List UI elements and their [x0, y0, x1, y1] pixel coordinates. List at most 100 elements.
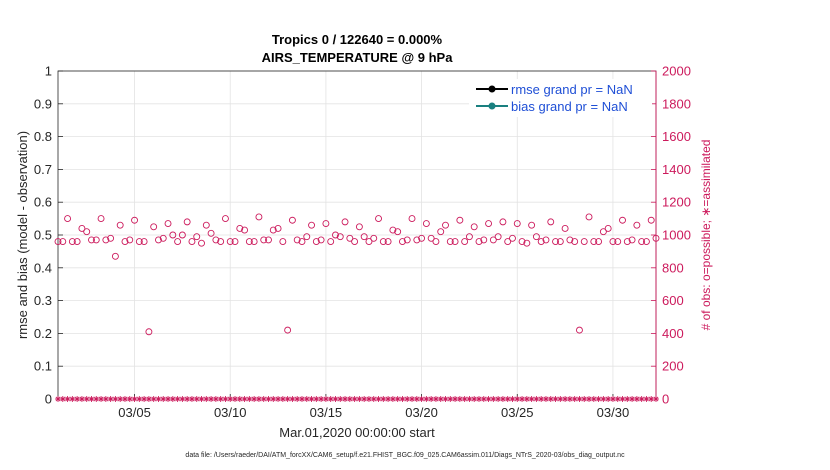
possible-obs-point — [528, 221, 536, 229]
possible-obs-point — [178, 231, 186, 239]
possible-obs-point — [427, 234, 435, 242]
asterisk-stroke — [409, 396, 415, 402]
asterisk-stroke — [620, 396, 625, 402]
possible-obs-point — [403, 236, 411, 244]
possible-obs-point — [88, 236, 95, 244]
possible-obs-point — [571, 238, 579, 246]
possible-obs-point — [638, 238, 646, 246]
possible-obs-point — [97, 215, 105, 223]
possible-obs-point — [576, 326, 583, 334]
asterisk-stroke — [318, 396, 324, 402]
left-tick-label: 0.4 — [34, 260, 52, 275]
possible-obs-point — [509, 234, 516, 242]
asterisk-stroke — [433, 396, 439, 402]
asterisk-stroke — [457, 396, 463, 402]
asterisk-stroke — [376, 396, 381, 402]
possible-obs-point — [188, 238, 196, 246]
x-tick-label: 03/05 — [118, 405, 151, 420]
possible-obs-point — [231, 238, 239, 246]
possible-obs-point — [398, 238, 406, 246]
asterisk-stroke — [371, 396, 377, 402]
possible-obs-point — [265, 236, 272, 244]
asterisk-stroke — [151, 396, 157, 402]
asterisk-stroke — [74, 396, 80, 402]
possible-obs-point — [585, 213, 593, 221]
asterisk-stroke — [423, 396, 429, 402]
asterisk-stroke — [462, 396, 468, 402]
possible-obs-point — [475, 238, 483, 246]
right-tick-label: 2000 — [662, 64, 691, 79]
asterisk-stroke — [203, 396, 209, 402]
assimilated-obs-point — [538, 396, 545, 402]
possible-obs-point — [241, 226, 249, 234]
asterisk-stroke — [380, 396, 386, 402]
asterisk-stroke — [428, 396, 434, 402]
possible-obs-point — [595, 238, 603, 246]
assimilated-obs-point — [83, 396, 90, 402]
possible-obs-point — [561, 224, 569, 232]
possible-obs-point — [336, 233, 344, 241]
asterisk-stroke — [443, 396, 448, 402]
asterisk-stroke — [251, 396, 257, 402]
assimilated-obs-point — [145, 396, 152, 402]
asterisk-stroke — [529, 396, 535, 402]
possible-obs-point — [351, 238, 359, 246]
right-tick-label: 200 — [662, 359, 684, 374]
possible-obs-point — [159, 234, 167, 242]
asterisk-stroke — [160, 396, 166, 402]
asterisk-stroke — [447, 396, 453, 402]
possible-obs-point — [274, 224, 282, 232]
asterisk-stroke — [328, 396, 334, 402]
possible-obs-point — [346, 234, 354, 242]
asterisk-stroke — [304, 396, 310, 402]
asterisk-stroke — [572, 396, 578, 402]
asterisk-stroke — [246, 396, 252, 402]
possible-obs-point — [140, 238, 148, 246]
right-tick-label: 1000 — [662, 228, 691, 243]
possible-obs-point — [633, 221, 641, 229]
possible-obs-point — [432, 238, 440, 246]
possible-obs-point — [489, 236, 497, 244]
asterisk-stroke — [93, 396, 99, 402]
assimilated-obs-point — [485, 396, 492, 402]
left-tick-label: 0.1 — [34, 359, 52, 374]
left-tick-label: 0.8 — [34, 129, 52, 144]
asterisk-stroke — [289, 396, 295, 402]
asterisk-stroke — [146, 396, 152, 402]
assimilated-obs-series — [55, 396, 659, 402]
possible-obs-point — [537, 238, 545, 246]
asterisk-stroke — [175, 396, 181, 402]
possible-obs-point — [552, 238, 559, 246]
assimilated-obs-point — [519, 396, 526, 402]
possible-obs-point — [494, 233, 502, 241]
asterisk-stroke — [519, 396, 525, 402]
asterisk-stroke — [333, 396, 338, 402]
possible-obs-point — [279, 238, 287, 246]
possible-obs-point — [107, 234, 115, 242]
possible-obs-point — [418, 234, 426, 242]
right-tick-label: 0 — [662, 392, 669, 407]
asterisk-stroke — [600, 396, 606, 402]
possible-obs-point — [126, 236, 134, 244]
assimilated-obs-point — [88, 396, 95, 402]
possible-obs-point — [590, 238, 598, 246]
grid — [58, 70, 656, 400]
asterisk-stroke — [60, 396, 66, 402]
assimilated-obs-point — [643, 396, 650, 402]
assimilated-obs-point — [284, 396, 291, 402]
asterisk-stroke — [562, 396, 568, 402]
possible-obs-point — [54, 238, 62, 246]
assimilated-obs-point — [107, 396, 114, 402]
asterisk-stroke — [242, 396, 247, 402]
x-tick-label: 03/10 — [214, 405, 247, 420]
possible-obs-point — [446, 238, 454, 246]
x-tick-label: 03/25 — [501, 405, 534, 420]
possible-obs-point — [260, 236, 268, 244]
asterisk-stroke — [505, 396, 511, 402]
possible-obs-point — [647, 216, 655, 224]
possible-obs-point — [217, 238, 225, 246]
possible-obs-point — [111, 252, 119, 260]
asterisk-stroke — [510, 396, 515, 402]
asterisk-stroke — [280, 396, 286, 402]
assimilated-obs-point — [208, 396, 215, 402]
